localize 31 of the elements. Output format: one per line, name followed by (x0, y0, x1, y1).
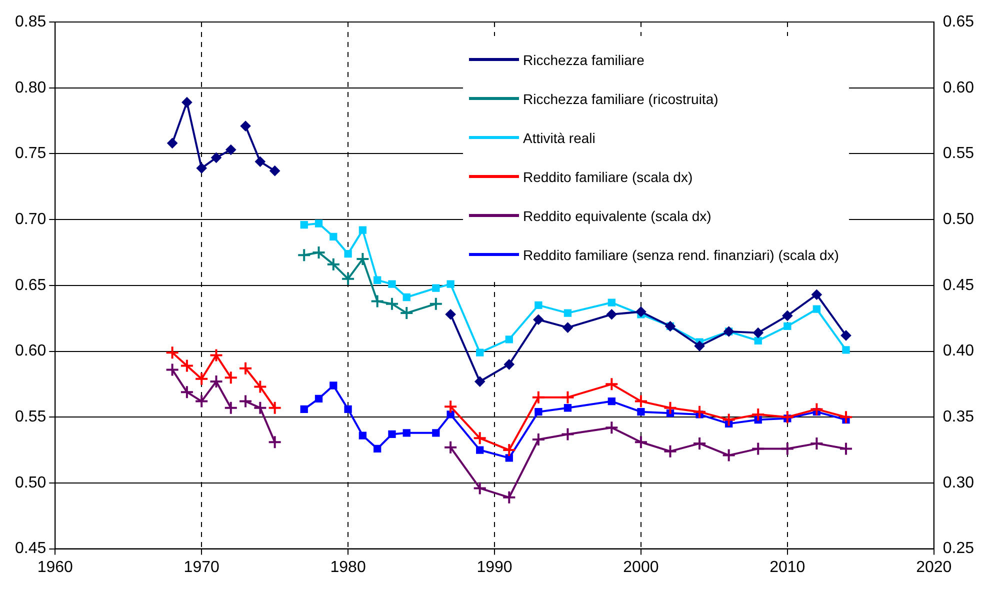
legend-label: Ricchezza familiare (523, 52, 644, 68)
y2-tick-label: 0.65 (942, 13, 974, 30)
y-tick-label: 0.65 (15, 276, 46, 294)
y2-tick-label: 0.45 (942, 276, 974, 294)
y-tick-label: 0.80 (15, 79, 46, 96)
y-tick-label: 0.70 (15, 210, 46, 228)
y-tick-label: 0.55 (15, 408, 46, 426)
x-tick-label: 1980 (330, 558, 366, 576)
x-tick-label: 1960 (37, 558, 74, 576)
y2-tick-label: 0.55 (942, 145, 974, 162)
y2-tick-label: 0.30 (942, 474, 974, 492)
legend-label: Reddito familiare (scala dx) (523, 168, 693, 184)
y2-tick-label: 0.35 (942, 408, 974, 426)
y2-tick-label: 0.60 (942, 79, 974, 96)
y-tick-label: 0.50 (15, 474, 46, 492)
x-tick-label: 2020 (916, 558, 952, 576)
legend-label: Ricchezza familiare (ricostruita) (523, 90, 718, 106)
x-tick-label: 1990 (476, 558, 512, 576)
y2-tick-label: 0.50 (942, 210, 974, 228)
legend-label: Reddito equivalente (scala dx) (523, 208, 712, 224)
x-tick-label: 2000 (623, 558, 659, 576)
y-tick-label: 0.60 (15, 342, 46, 360)
y-tick-label: 0.75 (15, 145, 46, 162)
y2-tick-label: 0.40 (942, 342, 974, 360)
y-tick-label: 0.45 (15, 540, 46, 558)
y2-tick-label: 0.25 (942, 540, 974, 558)
x-tick-label: 2010 (770, 558, 806, 576)
y-tick-label: 0.85 (15, 13, 46, 30)
legend-label: Attività reali (523, 130, 596, 146)
legend-label: Reddito familiare (senza rend. finanziari) (scala dx) (523, 246, 839, 262)
x-tick-label: 1970 (184, 558, 220, 576)
